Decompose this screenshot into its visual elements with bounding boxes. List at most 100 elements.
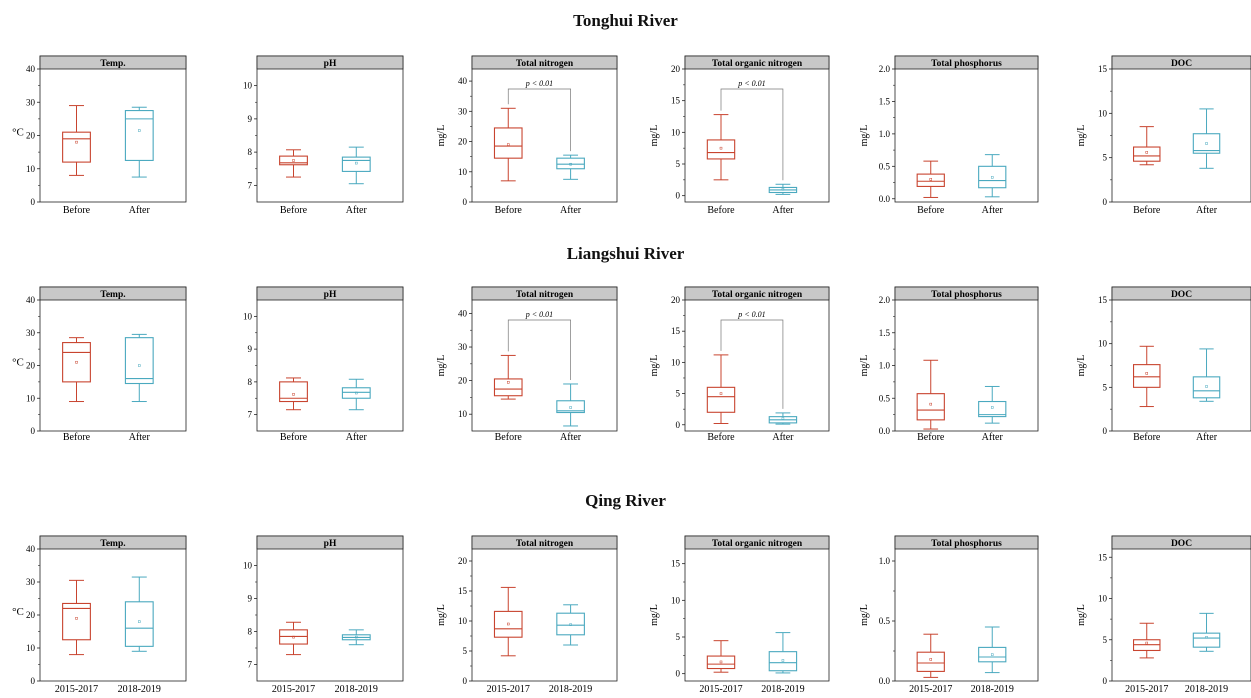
x-tick-label: After	[129, 432, 151, 443]
iqr-box	[1192, 376, 1221, 399]
y-tick-label: 0.0	[879, 194, 891, 204]
panel-title: pH	[324, 59, 337, 69]
panel-header	[894, 535, 1039, 550]
mean-marker	[1205, 142, 1208, 145]
iqr-box	[768, 651, 798, 672]
y-axis-label: mg/L	[649, 604, 660, 626]
panel-title: pH	[324, 290, 337, 300]
y-tick-label: 15	[1098, 295, 1108, 305]
x-tick-label: After	[1196, 205, 1218, 216]
x-tick-label: 2018-2019	[971, 684, 1014, 695]
mean-marker	[1205, 385, 1208, 388]
iqr-box	[556, 400, 585, 414]
y-tick-label: 15	[1098, 64, 1108, 74]
river-title-liangshui: Liangshui River	[566, 244, 685, 263]
y-axis-label: mg/L	[436, 125, 447, 147]
box-After	[556, 383, 585, 427]
x-tick-label: After	[772, 205, 794, 216]
panel-1-2: Total nitrogen 10 20 30 40 mg/L Before After p <…	[436, 286, 618, 443]
significance-bracket	[507, 88, 571, 152]
panel-1-5: DOC 0 5 10 15 mg/L Before After	[1076, 286, 1251, 443]
y-tick-label: 30	[26, 577, 36, 587]
x-tick-label: 2015-2017	[909, 684, 952, 695]
panel-header	[1111, 55, 1251, 70]
panel-frame	[894, 55, 1039, 203]
significance-bracket	[507, 319, 571, 380]
box-2018-2019	[1192, 612, 1221, 652]
y-tick-label: 0	[1103, 426, 1108, 436]
x-tick-label: 2018-2019	[1185, 684, 1228, 695]
y-tick-label: 0.0	[879, 426, 891, 436]
x-tick-label: 2015-2017	[55, 684, 98, 695]
panel-header	[256, 535, 404, 550]
panel-0-2: Total nitrogen 0 10 20 30 40 mg/L Before After p …	[436, 55, 618, 216]
x-tick-label: 2018-2019	[335, 684, 378, 695]
box-Before	[706, 354, 736, 425]
panel-title: Total phosphorus	[931, 290, 1002, 300]
mean-marker	[292, 159, 295, 162]
panel-frame	[894, 286, 1039, 432]
mean-marker	[507, 622, 510, 626]
y-axis-label: mg/L	[1076, 355, 1087, 377]
y-tick-label: 0	[31, 197, 36, 207]
y-tick-label: 0	[1103, 197, 1108, 207]
y-axis-label: mg/L	[859, 355, 870, 377]
panel-frame	[471, 55, 618, 203]
panel-header	[894, 55, 1039, 70]
x-tick-label: Before	[1133, 205, 1161, 216]
x-tick-label: After	[346, 205, 368, 216]
panel-frame	[684, 535, 830, 682]
y-tick-label: 0.0	[879, 676, 891, 686]
panel-header	[684, 55, 830, 70]
y-tick-label: 30	[26, 97, 36, 107]
panel-frame	[256, 55, 404, 203]
box-2018-2019	[341, 629, 371, 646]
panel-1-0: Temp. 0 10 20 30 40 °C Before After	[12, 286, 187, 443]
x-tick-label: 2015-2017	[272, 684, 315, 695]
box-Before	[1132, 126, 1161, 166]
y-tick-label: 10	[26, 393, 36, 403]
mean-marker	[75, 140, 78, 144]
box-After	[124, 106, 154, 178]
y-tick-label: 7	[248, 180, 253, 190]
y-tick-label: 10	[243, 311, 253, 321]
y-tick-label: 0	[676, 669, 681, 679]
y-tick-label: 0	[463, 676, 468, 686]
iqr-box	[556, 157, 585, 170]
y-tick-label: 5	[463, 646, 468, 656]
y-tick-label: 0	[31, 676, 36, 686]
significance-bracket	[720, 319, 784, 409]
panel-2-0: Temp. 0 10 20 30 40 °C 2015-2017 2018-2019	[12, 535, 187, 695]
mean-marker	[781, 417, 785, 420]
panel-frame	[1111, 286, 1251, 432]
y-tick-label: 0	[676, 420, 681, 430]
panel-title: Total organic nitrogen	[712, 539, 803, 549]
panel-title: Total nitrogen	[516, 290, 574, 300]
y-tick-label: 5	[676, 632, 681, 642]
x-tick-label: After	[1196, 432, 1218, 443]
y-tick-label: 20	[458, 556, 468, 566]
y-axis-label: °C	[12, 606, 24, 618]
panel-frame	[471, 286, 618, 432]
box-After	[768, 183, 798, 195]
iqr-box	[1132, 146, 1161, 162]
y-tick-label: 20	[26, 610, 36, 620]
x-tick-label: 2015-2017	[699, 684, 742, 695]
mean-marker	[292, 393, 295, 396]
x-tick-label: Before	[63, 205, 91, 216]
y-tick-label: 5	[676, 389, 681, 399]
box-Before	[1132, 345, 1161, 408]
panel-frame	[39, 535, 187, 682]
mean-marker	[569, 162, 572, 166]
x-tick-label: 2018-2019	[761, 684, 804, 695]
mean-marker	[781, 659, 785, 662]
y-tick-label: 10	[243, 561, 253, 571]
iqr-box	[978, 165, 1007, 189]
panel-0-3: Total organic nitrogen 0 5 10 15 20 mg/L Before…	[649, 55, 830, 216]
y-tick-label: 20	[671, 64, 681, 74]
y-axis-label: mg/L	[649, 125, 660, 147]
y-tick-label: 15	[1098, 552, 1108, 562]
mean-marker	[355, 635, 358, 639]
iqr-box	[493, 378, 523, 397]
mean-marker	[1205, 636, 1208, 639]
